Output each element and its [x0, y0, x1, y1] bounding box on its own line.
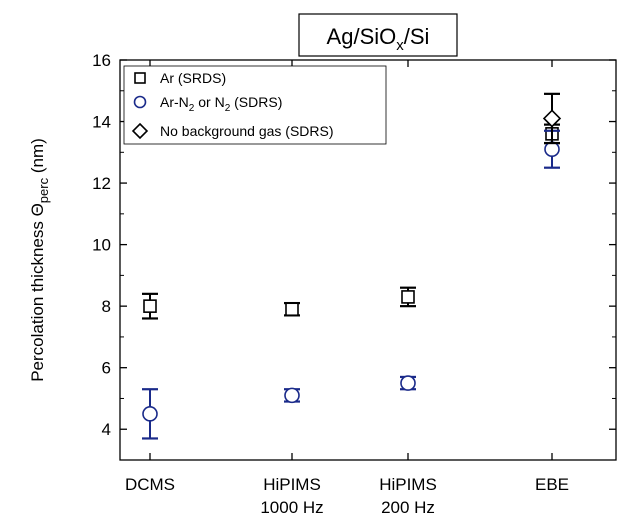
x-tick-label: HiPIMS [379, 475, 437, 494]
data-point [400, 286, 416, 308]
y-tick-label: 12 [92, 174, 111, 193]
y-axis-title-main: Percolation thickness Θ [28, 203, 47, 382]
y-tick-label: 10 [92, 236, 111, 255]
legend-box [123, 65, 387, 145]
data-point [142, 292, 158, 320]
y-axis-title-rest: (nm) [28, 138, 47, 178]
y-tick-label: 4 [102, 420, 111, 439]
marker-square [285, 302, 299, 317]
marker-circle [142, 406, 158, 422]
legend: Ar (SRDS) Ar-N2 or N2 (SDRS) No backgrou… [123, 65, 387, 145]
title-subscript: x [396, 37, 404, 54]
title-main: Ag/SiO [327, 24, 397, 49]
y-tick-label: 6 [102, 359, 111, 378]
marker-square [401, 290, 415, 304]
data-point [284, 301, 300, 317]
legend-marker-circle [133, 95, 147, 109]
series-layer [142, 92, 562, 440]
x-tick-label: EBE [535, 475, 569, 494]
x-tick-label: DCMS [125, 475, 175, 494]
marker-square [143, 299, 157, 313]
title-box [298, 13, 458, 57]
plot-frame [119, 59, 617, 461]
x-axis-ticks: DCMS HiPIMS 1000 Hz HiPIMS 200 Hz EBE [125, 60, 569, 516]
legend-label-nogas: No background gas (SDRS) [160, 123, 334, 139]
data-point [400, 375, 416, 391]
legend-label-arn2: Ar-N2 or N2 (SDRS) [160, 94, 282, 114]
legend-marker-diamond [131, 122, 149, 140]
legend-marker-square [134, 72, 146, 84]
data-point [142, 388, 158, 440]
x-tick-label: HiPIMS [263, 475, 321, 494]
y-tick-label: 14 [92, 113, 111, 132]
marker-circle [400, 375, 416, 391]
y-axis-ticks: 4 6 8 10 12 14 16 [92, 51, 616, 461]
y-axis-title: Percolation thickness Θperc (nm) [28, 138, 51, 382]
data-point [284, 387, 300, 404]
legend-label-ar: Ar (SRDS) [160, 70, 226, 86]
x-tick-label: 1000 Hz [260, 498, 323, 516]
x-tick-label: 200 Hz [381, 498, 435, 516]
marker-circle [544, 141, 560, 158]
y-tick-label: 8 [102, 297, 111, 316]
y-axis-title-subscript: perc [36, 177, 51, 203]
data-point [542, 92, 562, 145]
marker-circle [284, 387, 300, 404]
chart-title: Ag/SiOx/Si [327, 24, 430, 54]
title-rest: /Si [404, 24, 430, 49]
y-tick-label: 16 [92, 51, 111, 70]
marker-diamond [542, 109, 562, 128]
